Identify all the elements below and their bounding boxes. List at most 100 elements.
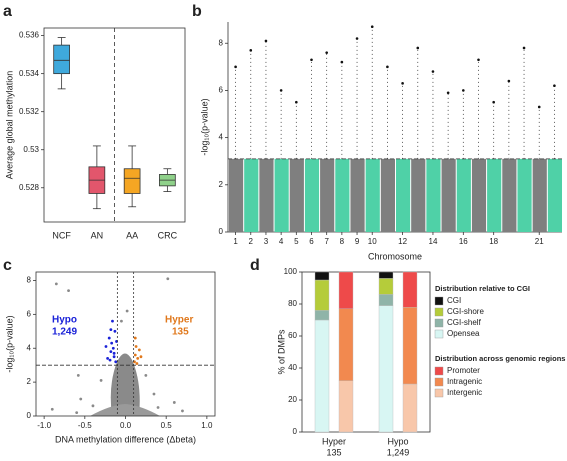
x-axis-label: Chromosome <box>368 251 422 261</box>
peak-point <box>477 58 480 62</box>
bar-segment <box>314 279 330 311</box>
point <box>152 392 156 396</box>
panel-label: c <box>3 257 12 274</box>
legend-label: Intragenic <box>447 377 482 386</box>
peak-point <box>234 65 237 69</box>
point <box>99 379 103 382</box>
point <box>139 355 143 359</box>
x-tick-label: 10 <box>368 237 377 246</box>
y-tick-label: 80 <box>288 299 297 308</box>
bar-segment <box>402 383 418 433</box>
bar-segment <box>402 271 418 308</box>
chromosome-band <box>547 158 562 232</box>
point <box>136 357 140 360</box>
x-tick-label: Hyper <box>322 436 346 446</box>
y-tick-label: 0 <box>27 411 32 420</box>
chromosome-band <box>396 158 411 232</box>
x-tick-label: NCF <box>52 230 71 240</box>
point <box>109 350 113 354</box>
bar-segment <box>314 310 330 321</box>
peak-point <box>431 70 435 73</box>
x-tick-label: 0.0 <box>120 421 132 430</box>
x-tick-label: -0.5 <box>78 421 92 430</box>
legend-swatch <box>434 366 444 376</box>
chromosome-band <box>350 158 365 232</box>
x-tick-label: -1.0 <box>37 421 51 430</box>
x-tick-label: AN <box>91 230 104 240</box>
point <box>125 309 129 313</box>
x-tick-label: 0.5 <box>161 421 173 430</box>
chromosome-band <box>411 158 426 232</box>
chromosome-band <box>426 158 441 232</box>
bar-segment <box>378 278 394 295</box>
point <box>134 345 138 348</box>
x-tick-label: 1.0 <box>201 421 213 430</box>
point <box>114 360 118 364</box>
y-tick-label: 0 <box>219 227 224 236</box>
chromosome-band <box>456 158 471 232</box>
x-tick-label: 6 <box>309 237 314 246</box>
y-tick-label: 6 <box>27 309 32 318</box>
y-tick-label: 8 <box>27 276 32 285</box>
peak-point <box>446 91 450 95</box>
legend-label: CGI-shore <box>447 307 484 316</box>
point <box>76 373 80 377</box>
y-tick-label: 2 <box>27 377 32 386</box>
legend-swatch <box>434 377 444 387</box>
chromosome-band <box>517 158 532 232</box>
point <box>110 341 114 345</box>
y-axis-label: % of DMPs <box>276 329 286 375</box>
chromosome-band <box>229 158 244 232</box>
annotation: Hypo <box>52 315 77 326</box>
x-tick-label: 3 <box>264 237 269 246</box>
x-tick-label: 2 <box>249 237 254 246</box>
y-tick-label: 0 <box>293 427 298 436</box>
point <box>111 319 114 323</box>
bar-segment <box>338 271 354 309</box>
point <box>75 411 79 415</box>
x-axis-label: DNA methylation difference (Δbeta) <box>55 434 196 444</box>
legend-label: Opensea <box>447 329 480 338</box>
peak-point <box>507 79 511 83</box>
peak-point <box>537 105 541 109</box>
chromosome-band <box>320 158 335 232</box>
point <box>79 397 83 401</box>
chromosome-band <box>304 158 320 232</box>
point <box>181 409 184 413</box>
point <box>120 319 123 323</box>
point <box>133 336 137 340</box>
y-tick-label: 0.534 <box>19 69 40 78</box>
x-tick-label: 4 <box>279 237 284 246</box>
peak-point <box>416 46 420 50</box>
point <box>107 336 111 340</box>
panel-label: b <box>192 3 202 20</box>
box <box>123 168 141 194</box>
x-tick-label: 8 <box>340 237 345 246</box>
y-tick-label: 8 <box>219 38 224 47</box>
legend-swatch <box>434 318 444 328</box>
point <box>172 401 176 404</box>
peak-point <box>295 100 298 104</box>
legend-swatch <box>434 296 444 306</box>
panel-label: a <box>3 3 12 20</box>
point <box>50 407 54 411</box>
peak-point <box>340 60 344 64</box>
panel-label: d <box>250 257 260 274</box>
x-tick-label: 12 <box>398 237 407 246</box>
point <box>135 362 139 365</box>
peak-point <box>310 58 313 62</box>
chromosome-band <box>289 158 304 232</box>
chromosome-band <box>441 158 456 232</box>
point <box>112 355 116 359</box>
y-tick-label: 40 <box>288 363 297 372</box>
y-tick-label: 0.53 <box>23 145 39 154</box>
chromosome-band <box>380 158 395 232</box>
volcano-density <box>90 404 160 416</box>
y-tick-label: 0.528 <box>19 183 40 192</box>
bar-segment <box>314 271 330 281</box>
y-tick-label: 60 <box>288 331 297 340</box>
y-tick-label: 20 <box>288 395 297 404</box>
x-tick-label: 1 <box>233 237 238 246</box>
point <box>133 353 137 357</box>
